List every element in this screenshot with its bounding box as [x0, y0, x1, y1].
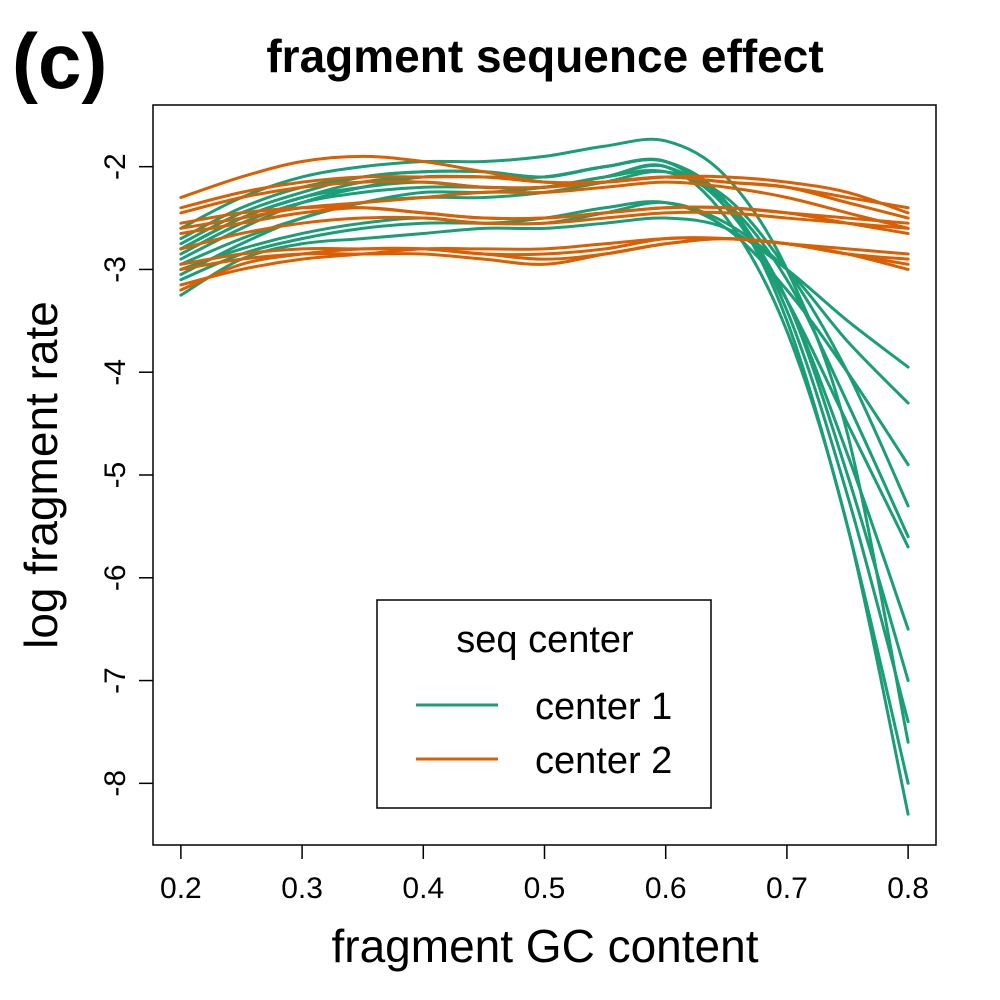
x-tick-label: 0.4 [402, 872, 444, 905]
series-line-center-1-11 [179, 157, 910, 724]
series-line-center-1-5 [179, 137, 910, 744]
legend-title: seq center [456, 619, 634, 661]
series-line-center-2-20 [179, 236, 910, 287]
x-tick-label: 0.2 [160, 872, 202, 905]
x-tick-label: 0.8 [887, 872, 929, 905]
curves-layer [179, 137, 910, 816]
series-line-center-1-8 [179, 169, 910, 508]
legend-label-center-1: center 1 [535, 686, 672, 728]
series-line-center-2-21 [179, 205, 910, 225]
y-tick-label: -3 [99, 256, 132, 283]
legend: seq center center 1 center 2 [376, 599, 712, 809]
legend-box [376, 599, 712, 809]
y-tick-label: -5 [99, 462, 132, 489]
series-line-center-2-13 [179, 175, 910, 220]
x-tick-label: 0.6 [645, 872, 687, 905]
y-tick-label: -4 [99, 359, 132, 386]
x-tick-label: 0.3 [281, 872, 323, 905]
x-tick-label: 0.7 [766, 872, 808, 905]
y-axis-title: log fragment rate [15, 301, 67, 649]
y-axis: -2 -3 -4 -5 -6 -7 -8 [99, 153, 153, 797]
panel-label: (c) [12, 17, 107, 105]
series-line-center-1-4 [179, 157, 910, 631]
x-axis-title: fragment GC content [332, 920, 759, 972]
x-tick-label: 0.5 [524, 872, 566, 905]
y-tick-label: -6 [99, 564, 132, 591]
x-axis: 0.2 0.3 0.4 0.5 0.6 0.7 0.8 [160, 845, 929, 905]
y-tick-label: -7 [99, 667, 132, 694]
y-tick-label: -2 [99, 153, 132, 180]
legend-label-center-2: center 2 [535, 740, 672, 782]
y-tick-label: -8 [99, 770, 132, 797]
series-line-center-2-22 [179, 174, 910, 215]
chart-title: fragment sequence effect [266, 30, 823, 82]
series-line-center-2-16 [179, 210, 910, 251]
